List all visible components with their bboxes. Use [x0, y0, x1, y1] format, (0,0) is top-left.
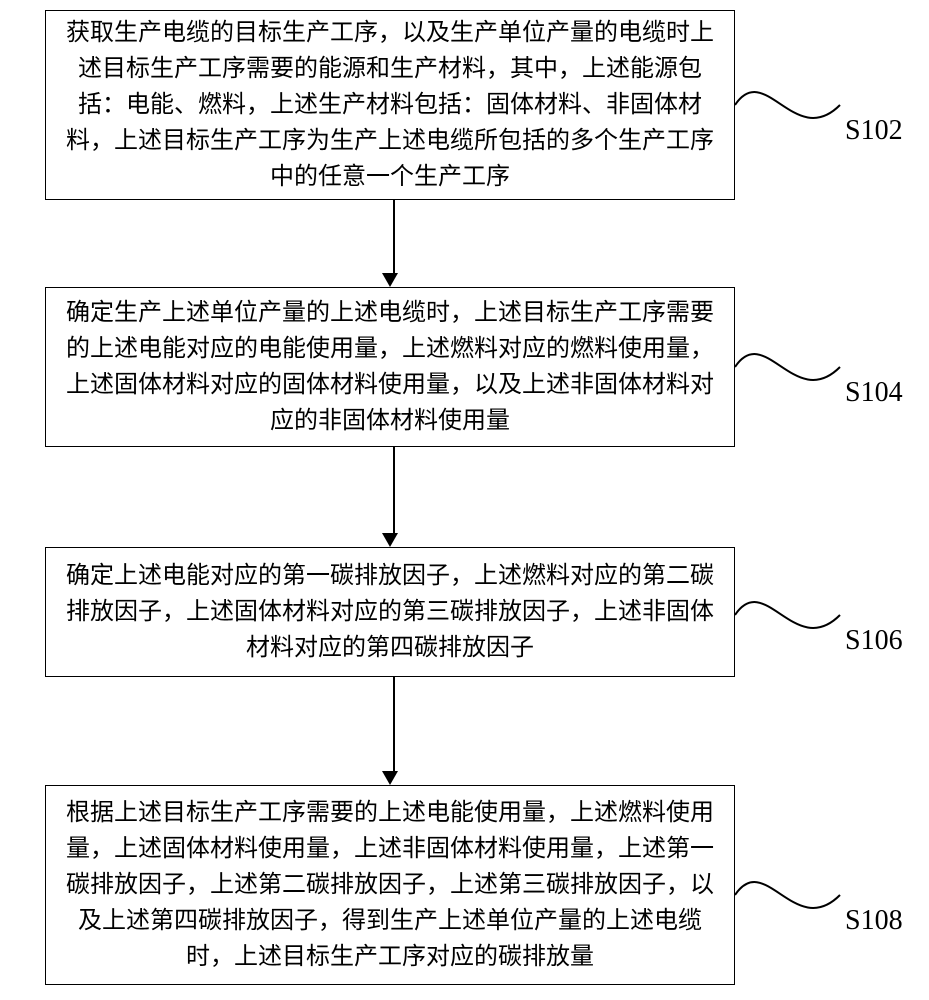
- connector-curve-3: [735, 580, 845, 650]
- process-text-3: 确定上述电能对应的第一碳排放因子，上述燃料对应的第二碳排放因子，上述固体材料对应…: [64, 558, 716, 666]
- process-box-4: 根据上述目标生产工序需要的上述电能使用量，上述燃料使用量，上述固体材料使用量，上…: [45, 785, 735, 985]
- process-box-1: 获取生产电缆的目标生产工序，以及生产单位产量的电缆时上述目标生产工序需要的能源和…: [45, 10, 735, 200]
- process-box-2: 确定生产上述单位产量的上述电缆时，上述目标生产工序需要的上述电能对应的电能使用量…: [45, 287, 735, 447]
- connector-curve-2: [735, 332, 845, 402]
- step-label-1: S102: [845, 115, 903, 147]
- flow-arrow-3: [389, 677, 398, 785]
- process-box-3: 确定上述电能对应的第一碳排放因子，上述燃料对应的第二碳排放因子，上述固体材料对应…: [45, 547, 735, 677]
- step-label-3: S106: [845, 625, 903, 657]
- process-text-2: 确定生产上述单位产量的上述电缆时，上述目标生产工序需要的上述电能对应的电能使用量…: [64, 295, 716, 439]
- flow-arrow-2: [389, 447, 398, 547]
- connector-curve-4: [735, 860, 845, 930]
- process-text-1: 获取生产电缆的目标生产工序，以及生产单位产量的电缆时上述目标生产工序需要的能源和…: [64, 15, 716, 195]
- step-label-2: S104: [845, 377, 903, 409]
- step-label-4: S108: [845, 905, 903, 937]
- connector-curve-1: [735, 70, 845, 140]
- process-text-4: 根据上述目标生产工序需要的上述电能使用量，上述燃料使用量，上述固体材料使用量，上…: [64, 795, 716, 975]
- flow-arrow-1: [389, 200, 398, 287]
- flowchart-container: 获取生产电缆的目标生产工序，以及生产单位产量的电缆时上述目标生产工序需要的能源和…: [0, 0, 929, 1000]
